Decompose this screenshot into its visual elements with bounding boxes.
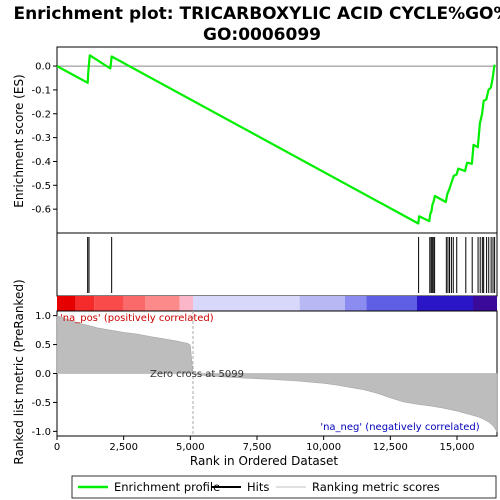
color-bar-segment <box>417 296 473 311</box>
color-bar-segment <box>94 296 124 311</box>
color-bar-segment <box>473 296 497 311</box>
metric-tick-label: -1.0 <box>31 427 51 438</box>
es-tick-label: 0.0 <box>35 62 51 73</box>
x-tick-label: 10,000 <box>306 442 341 453</box>
color-bar-segment <box>145 296 180 311</box>
es-tick-label: -0.6 <box>31 205 51 216</box>
legend-label: Enrichment profile <box>114 480 220 494</box>
es-frame <box>56 46 498 234</box>
es-tick-label: -0.3 <box>31 133 51 144</box>
es-axis-label: Enrichment score (ES) <box>12 74 26 207</box>
x-tick-label: 7,500 <box>243 442 272 453</box>
legend-label: Hits <box>247 480 269 494</box>
es-panel: 0.0 -0.1 -0.2 -0.3 -0.4 -0.5 -0.6 <box>31 46 498 234</box>
metric-tick-label: 1.0 <box>35 311 51 322</box>
color-bar-segment <box>345 296 367 311</box>
pos-correlated-label: 'na_pos' (positively correlated) <box>60 313 214 324</box>
color-bar-segment <box>57 296 76 311</box>
x-tick-label: 15,000 <box>440 442 475 453</box>
x-tick-label: 2,500 <box>109 442 138 453</box>
x-tick-label: 0 <box>54 442 60 453</box>
es-tick-label: -0.5 <box>31 181 51 192</box>
legend: Enrichment profile Hits Ranking metric sco… <box>71 475 497 499</box>
ranking-metric-area <box>56 315 498 433</box>
hits-frame <box>56 232 498 297</box>
metric-tick-label: 0.5 <box>35 340 51 351</box>
color-bar-segment <box>179 296 193 311</box>
metric-axis-label: Ranked list metric (PreRanked) <box>12 279 26 464</box>
metric-panel: Zero cross at 5099 'na_pos' (positively c… <box>31 310 498 438</box>
color-bar-segment <box>299 296 345 311</box>
chart-title-line1: Enrichment plot: TRICARBOXYLIC ACID CYCL… <box>13 4 500 24</box>
color-bar-segment <box>75 296 95 311</box>
enrichment-profile-line <box>56 54 497 225</box>
x-axis: 0 2,500 5,000 7,500 10,000 12,500 15,000 <box>54 436 475 453</box>
color-bar-segment <box>366 296 417 311</box>
x-axis-label: Rank in Ordered Dataset <box>190 454 338 468</box>
neg-correlated-label: 'na_neg' (negatively correlated) <box>320 422 479 433</box>
x-tick-label: 5,000 <box>176 442 205 453</box>
x-tick-label: 12,500 <box>373 442 408 453</box>
metric-tick-label: -0.5 <box>31 398 51 409</box>
color-bar-segment <box>193 296 300 311</box>
chart-title-line2: GO:0006099 <box>203 25 321 45</box>
es-tick-label: -0.1 <box>31 85 51 96</box>
color-bar-segment <box>123 296 145 311</box>
metric-tick-label: 0.0 <box>35 369 51 380</box>
es-tick-label: -0.2 <box>31 109 51 120</box>
es-tick-label: -0.4 <box>31 157 51 168</box>
legend-label: Ranking metric scores <box>312 480 440 494</box>
zero-cross-label: Zero cross at 5099 <box>150 369 244 380</box>
hits-panel <box>56 232 498 311</box>
